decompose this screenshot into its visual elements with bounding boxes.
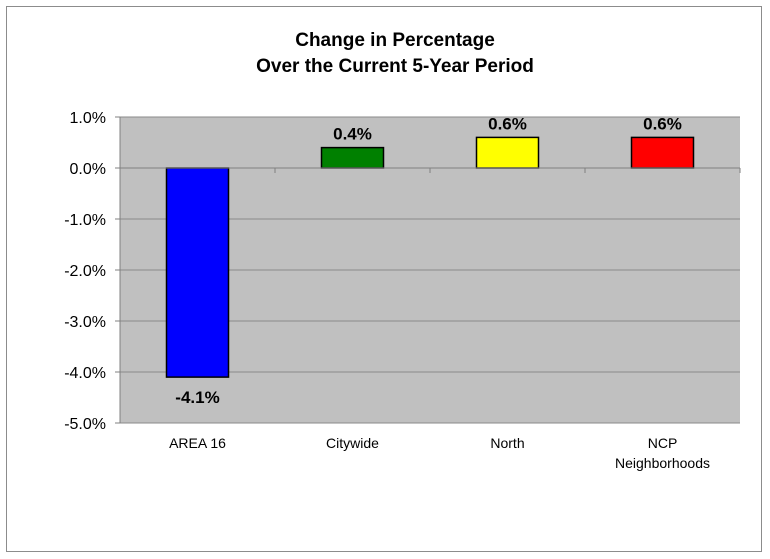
bar xyxy=(475,136,540,169)
data-label: -4.1% xyxy=(175,388,219,407)
y-tick-label: 1.0% xyxy=(70,110,106,127)
category-label: NCP xyxy=(648,435,678,451)
y-tick-label: 0.0% xyxy=(70,161,106,178)
plot-area: 1.0% 0.0% -1.0% -2.0% -3.0% -4.0% -5.0% -4.1% 0.… xyxy=(64,110,741,471)
chart-title-line-2: Over the Current 5-Year Period xyxy=(256,56,534,77)
data-label: 0.6% xyxy=(643,114,682,133)
category-label: Neighborhoods xyxy=(615,455,710,471)
bar xyxy=(165,167,230,378)
bar xyxy=(320,146,385,169)
category-label: AREA 16 xyxy=(169,435,226,451)
data-label: 0.4% xyxy=(333,125,372,144)
y-tick-label: -2.0% xyxy=(64,263,106,280)
chart-title-line-1: Change in Percentage xyxy=(295,30,495,51)
y-tick-label: -3.0% xyxy=(64,314,106,331)
data-label: 0.6% xyxy=(488,114,527,133)
category-label: North xyxy=(490,435,524,451)
category-label: Citywide xyxy=(326,435,379,451)
y-tick-label: -1.0% xyxy=(64,212,106,229)
y-tick-label: -4.0% xyxy=(64,365,106,382)
bar xyxy=(630,136,695,169)
y-tick-label: -5.0% xyxy=(64,416,106,433)
